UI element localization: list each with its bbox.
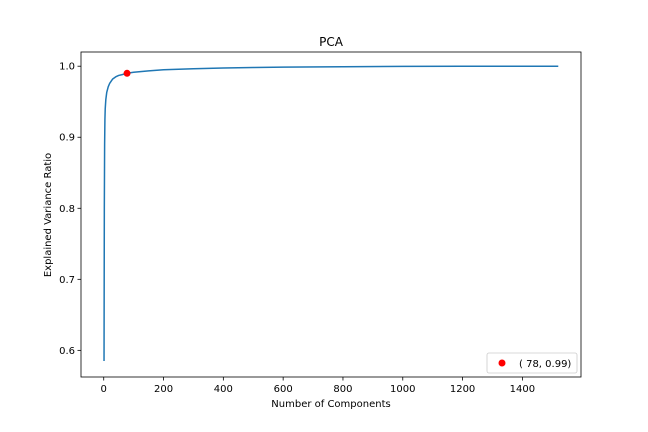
y-axis-ticks: 0.6 0.7 0.8 0.9 1.0 (59, 62, 81, 357)
y-tick-label: 0.9 (59, 133, 75, 144)
y-tick-label: 0.8 (59, 204, 75, 215)
plot-content (103, 65, 559, 362)
plot-frame (80, 51, 582, 378)
legend-label: ( 78, 0.99) (519, 359, 571, 370)
chart-title: PCA (319, 35, 344, 49)
x-tick-label: 1000 (390, 384, 415, 395)
x-tick-label: 0 (101, 384, 107, 395)
x-tick-label: 800 (333, 384, 352, 395)
y-axis-label: Explained Variance Ratio (43, 153, 54, 277)
x-axis-label: Number of Components (271, 399, 390, 410)
x-tick-label: 200 (154, 384, 173, 395)
y-tick-label: 1.0 (59, 62, 75, 73)
legend: ( 78, 0.99) (486, 352, 578, 374)
highlight-point (123, 69, 131, 77)
x-tick-label: 1200 (450, 384, 475, 395)
variance-curve (103, 65, 559, 362)
x-tick-label: 400 (214, 384, 233, 395)
x-axis-ticks: 0 200 400 600 800 1000 1200 1400 (101, 377, 535, 395)
x-tick-label: 1400 (510, 384, 535, 395)
x-tick-label: 600 (274, 384, 293, 395)
legend-box (486, 352, 578, 374)
y-tick-label: 0.6 (59, 346, 75, 357)
legend-marker (498, 359, 506, 367)
y-tick-label: 0.7 (59, 275, 75, 286)
